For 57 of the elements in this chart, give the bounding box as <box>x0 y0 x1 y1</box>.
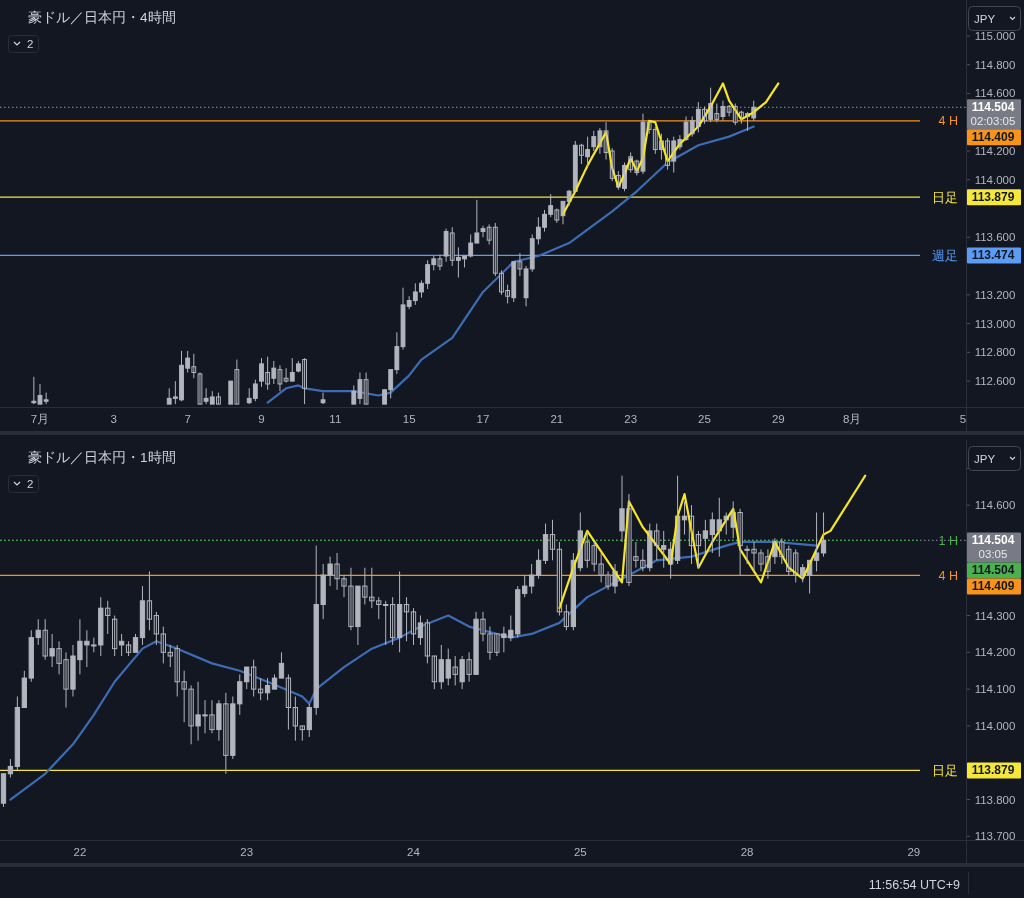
text: 豪ドル／日本円・4時間 <box>28 10 176 25</box>
x-tick-label: 24 <box>407 846 421 858</box>
ref-line-label: 日足 <box>932 190 958 205</box>
x-tick-label: 23 <box>240 846 254 858</box>
y-tick-label: 114.000 <box>974 719 1016 732</box>
text: 02:03:05 <box>970 115 1016 128</box>
y-tick-label: 115.000 <box>974 29 1016 42</box>
ref-line-label: 4 H <box>938 114 958 129</box>
y-tick-label: 113.700 <box>974 830 1016 843</box>
text: 114.504 <box>971 100 1015 115</box>
text: 113.879 <box>971 190 1015 205</box>
x-tick-label: 11 <box>329 413 342 425</box>
annotation: 2 <box>27 38 34 50</box>
x-tick-label: 7月 <box>30 413 50 425</box>
x-tick-label: 8月 <box>842 413 862 425</box>
y-tick-label: 114.100 <box>974 683 1016 696</box>
ref-line-label: 週足 <box>932 248 958 263</box>
x-tick-label: 25 <box>698 413 711 425</box>
y-tick-label: 114.300 <box>974 609 1016 622</box>
text: 114.504 <box>971 563 1015 578</box>
x-tick-label: 7 <box>184 413 191 425</box>
y-tick-label: 112.800 <box>974 346 1016 359</box>
y-tick-label: 114.200 <box>974 646 1016 659</box>
y-tick-label: 114.600 <box>974 87 1016 100</box>
y-tick-label: 114.200 <box>974 145 1016 158</box>
x-tick-label: 22 <box>73 846 87 858</box>
x-tick-label: 17 <box>476 413 490 425</box>
text: 豪ドル／日本円・1時間 <box>28 450 176 465</box>
y-tick-label: 114.800 <box>974 58 1016 71</box>
y-tick-label: 113.600 <box>974 231 1016 244</box>
ref-line-label: 1 H <box>938 533 958 548</box>
x-tick-label: 9 <box>258 413 265 425</box>
ref-line-label: 日足 <box>932 763 958 778</box>
text: 113.879 <box>971 763 1015 778</box>
text: 114.504 <box>971 533 1015 548</box>
y-tick-label: 114.600 <box>974 499 1016 512</box>
ref-line-label: 4 H <box>938 568 958 583</box>
x-tick-label: 23 <box>624 413 638 425</box>
text: 11:56:54 UTC+9 <box>868 878 961 892</box>
text: 114.409 <box>971 579 1015 594</box>
x-tick-label: 28 <box>740 846 754 858</box>
annotation: 2 <box>27 478 34 490</box>
x-tick-label: 29 <box>771 413 785 425</box>
y-tick-label: 113.800 <box>974 793 1016 806</box>
text: 03:05 <box>978 548 1008 561</box>
y-tick-label: 112.600 <box>974 375 1016 388</box>
text: 114.409 <box>971 130 1015 145</box>
y-tick-label: 114.000 <box>974 173 1016 186</box>
x-tick-label: 29 <box>907 846 921 858</box>
x-tick-label: 3 <box>110 413 118 425</box>
y-tick-label: 113.000 <box>974 317 1016 330</box>
x-tick-label: 21 <box>550 413 564 425</box>
x-tick-label: 15 <box>402 413 416 425</box>
x-tick-label: 5 <box>959 413 967 425</box>
x-tick-label: 25 <box>573 846 587 858</box>
y-tick-label: 113.200 <box>974 288 1016 301</box>
text: 113.474 <box>971 248 1015 263</box>
